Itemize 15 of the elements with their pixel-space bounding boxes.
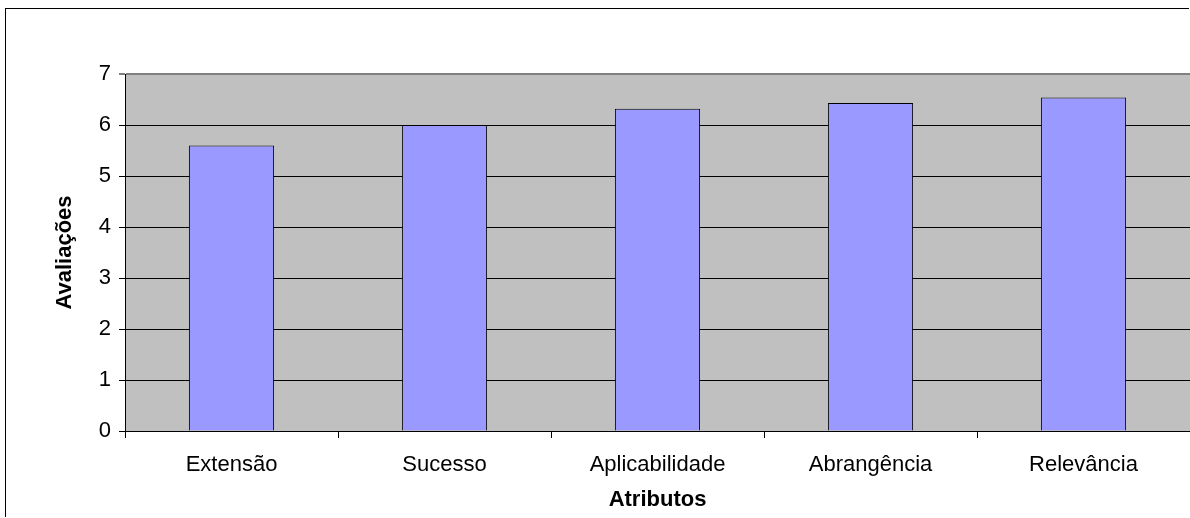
y-axis-title: Avaliações (51, 195, 77, 310)
x-tick-label: Extensão (185, 451, 278, 477)
y-tick-label: 2 (98, 315, 111, 341)
y-tick-label: 6 (98, 111, 111, 137)
y-tick-label: 0 (98, 417, 111, 443)
y-tick-label: 5 (98, 162, 111, 188)
x-axis-title: Atributos (608, 485, 707, 511)
x-tick-label: Abrangência (808, 451, 934, 477)
y-tick-label: 3 (98, 264, 111, 290)
x-tick-label: Aplicabilidade (589, 451, 726, 477)
y-tick-label: 1 (98, 366, 111, 392)
y-tick-label: 4 (98, 213, 111, 239)
y-tick-label: 7 (98, 60, 111, 86)
x-tick-label: Sucesso (402, 451, 487, 477)
x-tick-label: Relevância (1029, 451, 1139, 477)
